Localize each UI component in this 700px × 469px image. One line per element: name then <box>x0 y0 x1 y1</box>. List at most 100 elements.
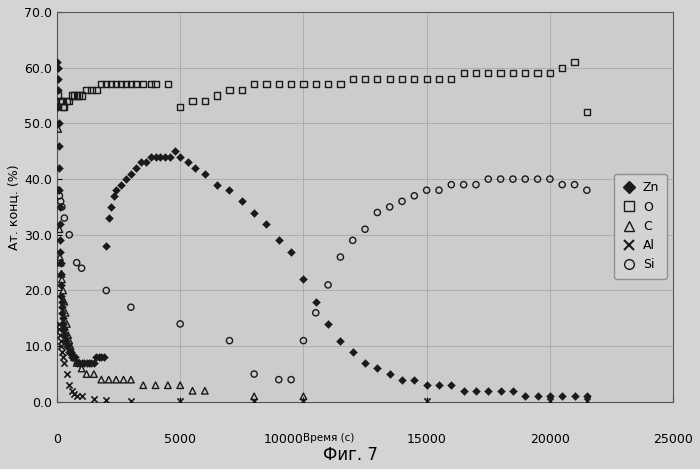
Point <box>55 259 66 266</box>
Point <box>298 337 309 344</box>
Point <box>359 226 370 233</box>
Point <box>545 393 556 400</box>
Point <box>169 147 181 155</box>
Point <box>421 187 433 194</box>
Point <box>199 98 211 105</box>
Point <box>91 86 102 94</box>
Point <box>310 81 321 88</box>
Point <box>556 181 568 189</box>
Point <box>59 326 70 333</box>
Point <box>323 320 334 328</box>
Point <box>61 342 72 350</box>
Point <box>59 359 70 367</box>
Point <box>53 103 64 110</box>
Point <box>64 98 75 105</box>
Point <box>470 69 482 77</box>
Point <box>60 331 71 339</box>
Point <box>347 348 358 356</box>
Legend: Zn, O, C, Al, Si: Zn, O, C, Al, Si <box>614 174 667 279</box>
Point <box>74 359 85 367</box>
Point <box>483 69 494 77</box>
Point <box>55 197 66 205</box>
Point <box>65 342 76 350</box>
Point <box>236 197 247 205</box>
Point <box>76 265 88 272</box>
Point <box>286 248 297 255</box>
Point <box>372 209 383 216</box>
Point <box>372 75 383 83</box>
Point <box>347 75 358 83</box>
Point <box>60 309 71 317</box>
Point <box>286 81 297 88</box>
Point <box>56 270 67 278</box>
Point <box>211 92 223 99</box>
Point <box>581 398 592 405</box>
Point <box>384 203 395 211</box>
Point <box>55 236 66 244</box>
Point <box>409 75 420 83</box>
Point <box>162 381 174 389</box>
Point <box>160 153 171 160</box>
Point <box>55 270 66 278</box>
Point <box>248 81 260 88</box>
Point <box>111 187 122 194</box>
Point <box>66 387 78 394</box>
Point <box>61 320 72 328</box>
Text: 15000: 15000 <box>407 432 447 446</box>
Point <box>61 98 72 105</box>
Point <box>55 259 66 266</box>
Point <box>409 376 420 383</box>
Point <box>111 376 122 383</box>
Point <box>211 181 223 189</box>
Point <box>101 81 112 88</box>
Point <box>101 242 112 250</box>
Point <box>52 86 64 94</box>
Point <box>52 75 64 83</box>
Point <box>66 92 78 99</box>
Point <box>66 348 78 356</box>
Point <box>138 81 149 88</box>
Point <box>125 397 136 405</box>
Point <box>101 287 112 294</box>
Point <box>273 376 284 383</box>
Point <box>69 354 80 361</box>
Point <box>135 159 146 166</box>
Point <box>98 354 109 361</box>
Point <box>64 348 75 356</box>
Point <box>55 220 66 227</box>
Point <box>57 315 69 322</box>
Point <box>569 181 580 189</box>
Point <box>70 354 81 361</box>
Point <box>298 393 309 400</box>
Point <box>187 387 198 394</box>
Point <box>224 86 235 94</box>
Point <box>66 354 78 361</box>
Point <box>108 192 119 199</box>
Point <box>106 203 117 211</box>
Point <box>71 259 83 266</box>
Point <box>145 81 156 88</box>
Point <box>103 376 114 383</box>
Point <box>140 159 151 166</box>
Point <box>76 365 88 372</box>
Point <box>74 92 85 99</box>
Point <box>54 164 65 172</box>
Point <box>519 393 531 400</box>
Point <box>335 81 346 88</box>
Point <box>310 309 321 317</box>
Point <box>335 337 346 344</box>
Point <box>71 359 83 367</box>
Point <box>458 181 469 189</box>
Point <box>495 69 506 77</box>
Point <box>62 331 74 339</box>
Point <box>58 320 69 328</box>
Point <box>130 164 141 172</box>
Point <box>56 303 67 311</box>
Point <box>59 214 70 222</box>
Point <box>52 187 64 194</box>
Point <box>60 337 71 344</box>
Point <box>118 376 129 383</box>
Point <box>248 209 260 216</box>
Point <box>174 103 186 110</box>
Point <box>359 75 370 83</box>
